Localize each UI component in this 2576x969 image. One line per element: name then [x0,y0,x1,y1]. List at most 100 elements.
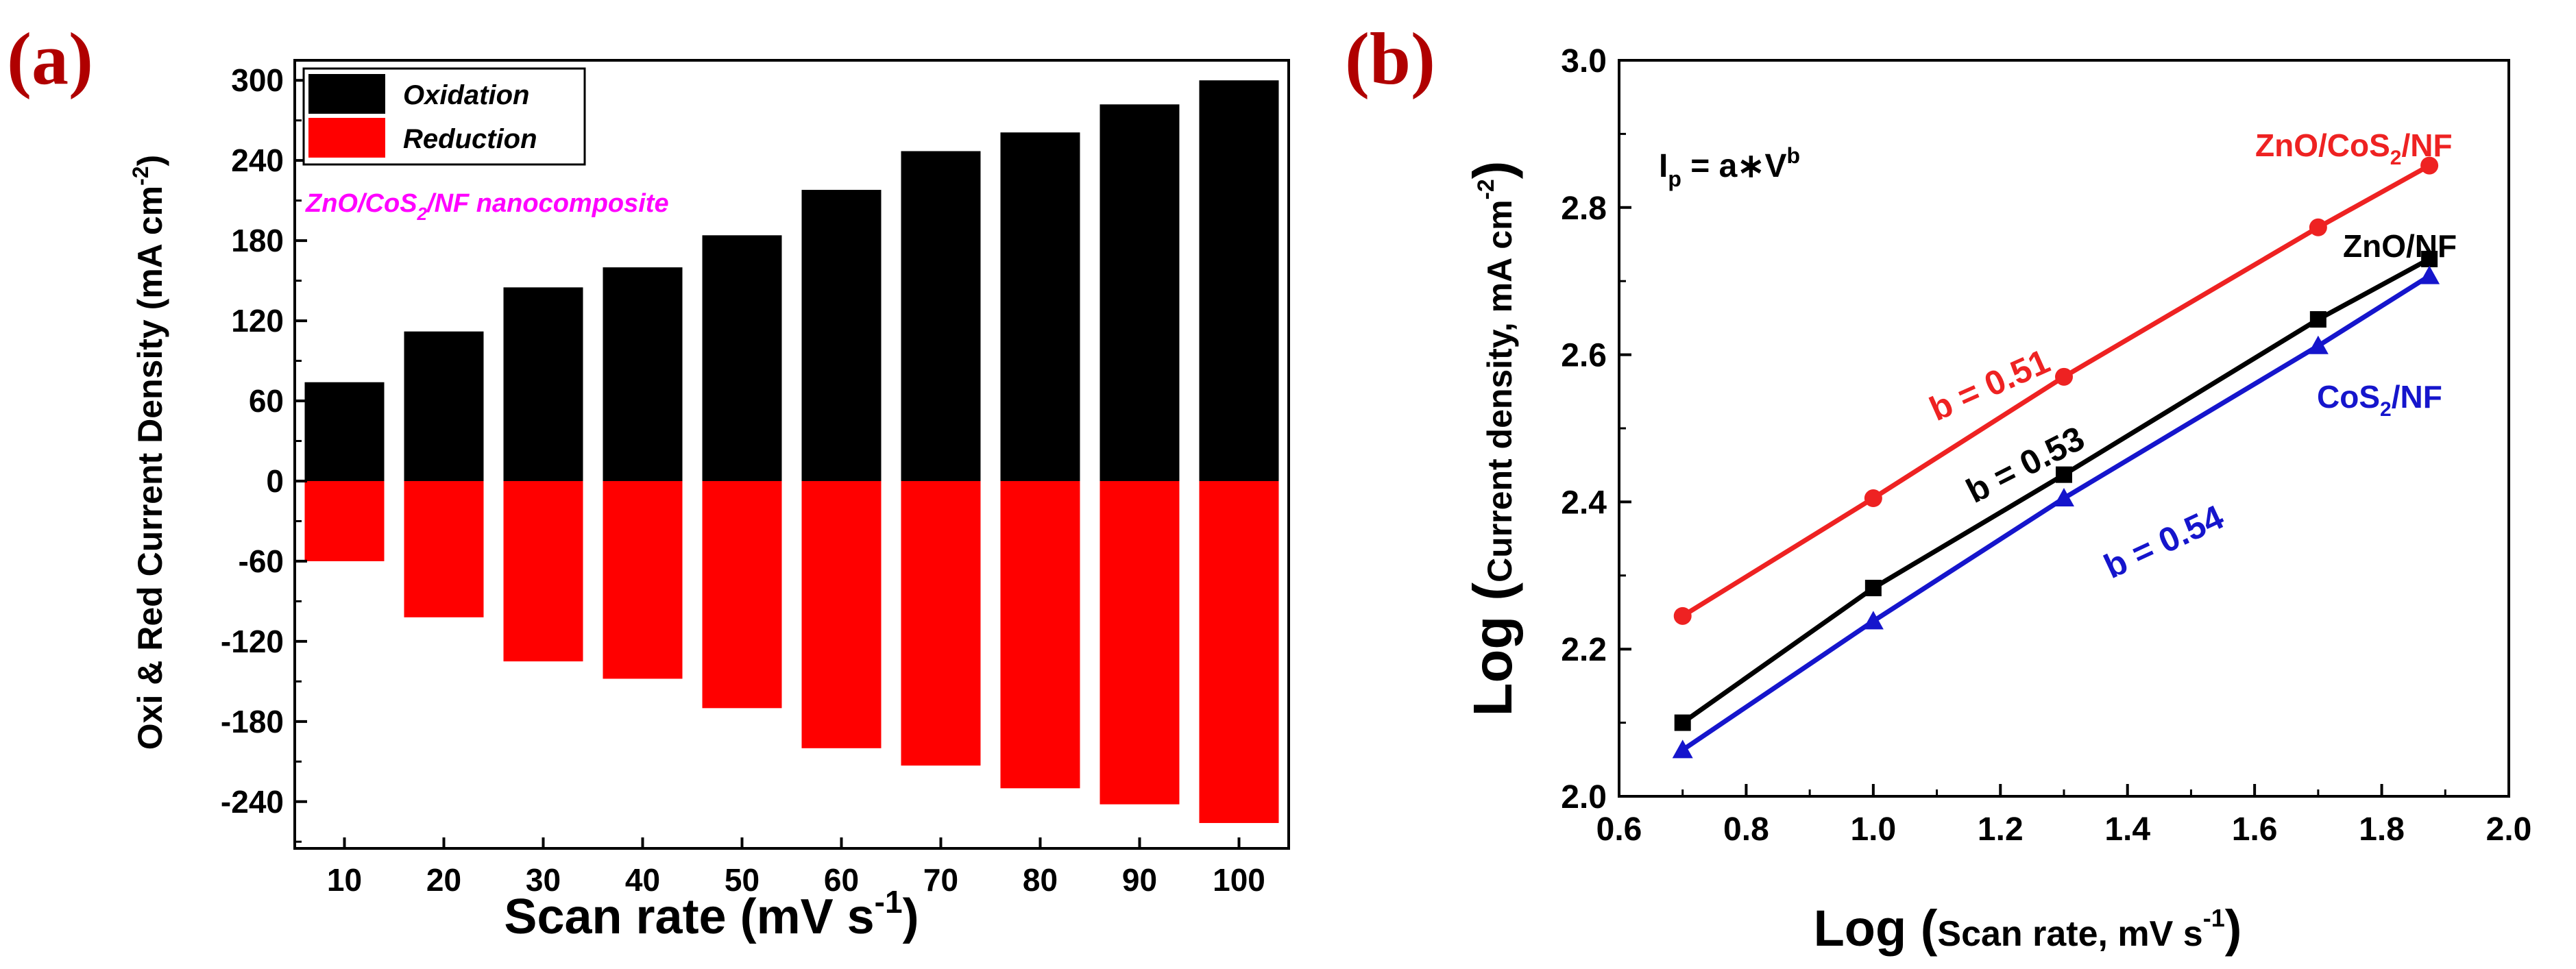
point-cos2-1 [1862,611,1884,630]
eq-mid: = a [1681,148,1738,184]
point-cos2-2 [2054,488,2074,507]
point-cos2-4 [2419,265,2440,284]
point-znocos2-2 [2055,367,2073,386]
panel-b-ylabel: Log (Current density, mA cm-2) [1462,161,1523,717]
oxidation-bar-10 [304,382,385,481]
panel-a-ylabel-sup: -2 [128,166,153,185]
reduction-bar-100 [1199,480,1279,823]
annotation-suffix: /NF nanocomposite [426,189,669,218]
panel-a-ytick-label: -180 [221,704,284,739]
point-znocos2-1 [1864,489,1882,508]
oxidation-bar-70 [901,151,981,481]
point-znocos2-4 [2420,156,2439,175]
reduction-bar-20 [404,480,484,617]
legend-swatch-oxidation [308,74,385,114]
panel-a-legend: Oxidation Reduction [302,67,586,166]
panel-b-ylabel-small: Current density, mA cm [1481,199,1519,582]
panel-a-xtick-label: 10 [327,862,362,898]
panel-a-ylabel: Oxi & Red Current Density (mA cm-2) [128,155,169,750]
panel-b-plot: 0.6 0.8 1.0 1.2 1.4 1.6 1.8 2.0 2.0 2.2 2.4 2.6 2.8 3… [1561,43,2531,848]
slope-label-red: b = 0.51 [1924,342,2056,428]
panel-a-ylabel-end: ) [131,155,169,167]
series-label-cos2-sub: 2 [2380,398,2392,421]
panel-b-ylabel-end: ) [1462,161,1523,180]
panel-a-ytick-label: 0 [266,463,284,499]
panel-a-ytick-label: 240 [231,143,284,178]
reduction-bar-10 [304,480,385,561]
point-cos2-0 [1672,739,1693,759]
panel-b-xtick-label: 2.0 [2486,811,2532,848]
panel-a-ytick-label: 120 [231,303,284,339]
point-cos2-3 [2307,335,2329,354]
panel-a-xtick-label: 70 [923,862,958,898]
panel-b-xtick-label: 0.6 [1596,811,1642,848]
eq-v: V [1765,148,1787,184]
panel-b-ylabel-sup: -2 [1473,179,1499,199]
reduction-bar-80 [1000,480,1080,789]
panel-b-xtick-label: 1.0 [1850,811,1896,848]
panel-a-ytick-label: -120 [221,624,284,659]
panel-a-xtick-label: 80 [1023,862,1058,898]
slope-label-blue: b = 0.54 [2098,498,2229,586]
series-label-znocos2-text: ZnO/CoS [2255,127,2390,163]
oxidation-bar-60 [801,190,882,481]
panel-a-label: (a) [7,19,93,100]
panel-a-ytick-label: 180 [231,223,284,258]
panel-b-xlabel-small: Scan rate, mV s [1937,914,2202,954]
reduction-bar-50 [702,480,782,709]
panel-a-xtick-label: 30 [526,862,561,898]
reduction-bar-90 [1099,480,1180,805]
panel-b-label: (b) [1345,19,1435,100]
eq-op: ∗ [1737,148,1764,184]
panel-b-xlabel-sup: -1 [2203,904,2225,932]
point-zno-2 [2056,466,2072,483]
panel-b-ytick-label: 3.0 [1561,43,1607,79]
point-zno-0 [1674,714,1691,731]
legend-label-reduction: Reduction [403,124,537,154]
panel-a-plot: 300 240 180 120 60 0 -60 -120 -180 -240 10 20 30 40 50… [221,59,1290,898]
panel-a-xtick-label: 50 [725,862,760,898]
panel-b-ytick-label: 2.8 [1561,191,1607,227]
panel-a-xtick-label: 90 [1122,862,1157,898]
legend-label-oxidation: Oxidation [403,80,529,110]
panel-a-ytick-label: 60 [249,383,284,419]
panel-a-xlabel-end: ) [903,890,919,944]
series-label-cos2: CoS2/NF [2317,379,2442,421]
panel-b-xtick-label: 1.4 [2104,811,2150,848]
panel-b-xlabel-big: Log ( [1814,900,1938,957]
oxidation-bar-30 [503,287,583,481]
panel-a-xlabel: Scan rate (mV s-1) [504,884,919,944]
eq-base: I [1659,148,1668,184]
series-label-zno-text: ZnO/NF [2343,228,2457,264]
point-znocos2-0 [1673,606,1692,625]
panel-b-ytick-label: 2.4 [1561,484,1607,521]
series-line-zno [1681,256,2431,725]
legend-swatch-reduction [308,118,385,158]
series-label-cos2-after: /NF [2392,379,2442,415]
panel-b-xtick-label: 1.8 [2359,811,2405,848]
panel-a-annotation: ZnO/CoS2/NF nanocomposite [305,189,669,224]
panel-a-frame [293,59,1290,850]
panel-b-xtick-label: 1.6 [2232,811,2278,848]
series-label-znocos2: ZnO/CoS2/NF [2255,127,2453,169]
panel-a-xtick-label: 40 [625,862,660,898]
oxidation-bar-20 [404,331,484,481]
reduction-bar-40 [603,480,683,679]
panel-a-xlabel-sup: -1 [875,884,903,920]
panel-b-xlabel-end: ) [2225,900,2242,957]
series-label-znocos2-sub: 2 [2390,147,2402,169]
reduction-bar-60 [801,480,882,748]
annotation-sub: 2 [417,204,428,224]
panel-b-ytick-label: 2.2 [1561,632,1607,668]
annotation-prefix: ZnO/CoS [305,189,417,218]
panel-b-xlabel: Log (Scan rate, mV s-1) [1814,900,2242,957]
oxidation-bar-50 [702,235,782,481]
oxidation-bar-100 [1199,80,1279,481]
series-label-zno: ZnO/NF [2343,228,2457,264]
panel-a-xlabel-main: Scan rate (mV s [504,890,874,944]
panel-a-ytick-label: -240 [221,784,284,820]
panel-b-xtick-label: 1.2 [1978,811,2024,848]
panel-a-ylabel-main: Oxi & Red Current Density (mA cm [131,186,169,750]
oxidation-bar-80 [1000,132,1080,481]
